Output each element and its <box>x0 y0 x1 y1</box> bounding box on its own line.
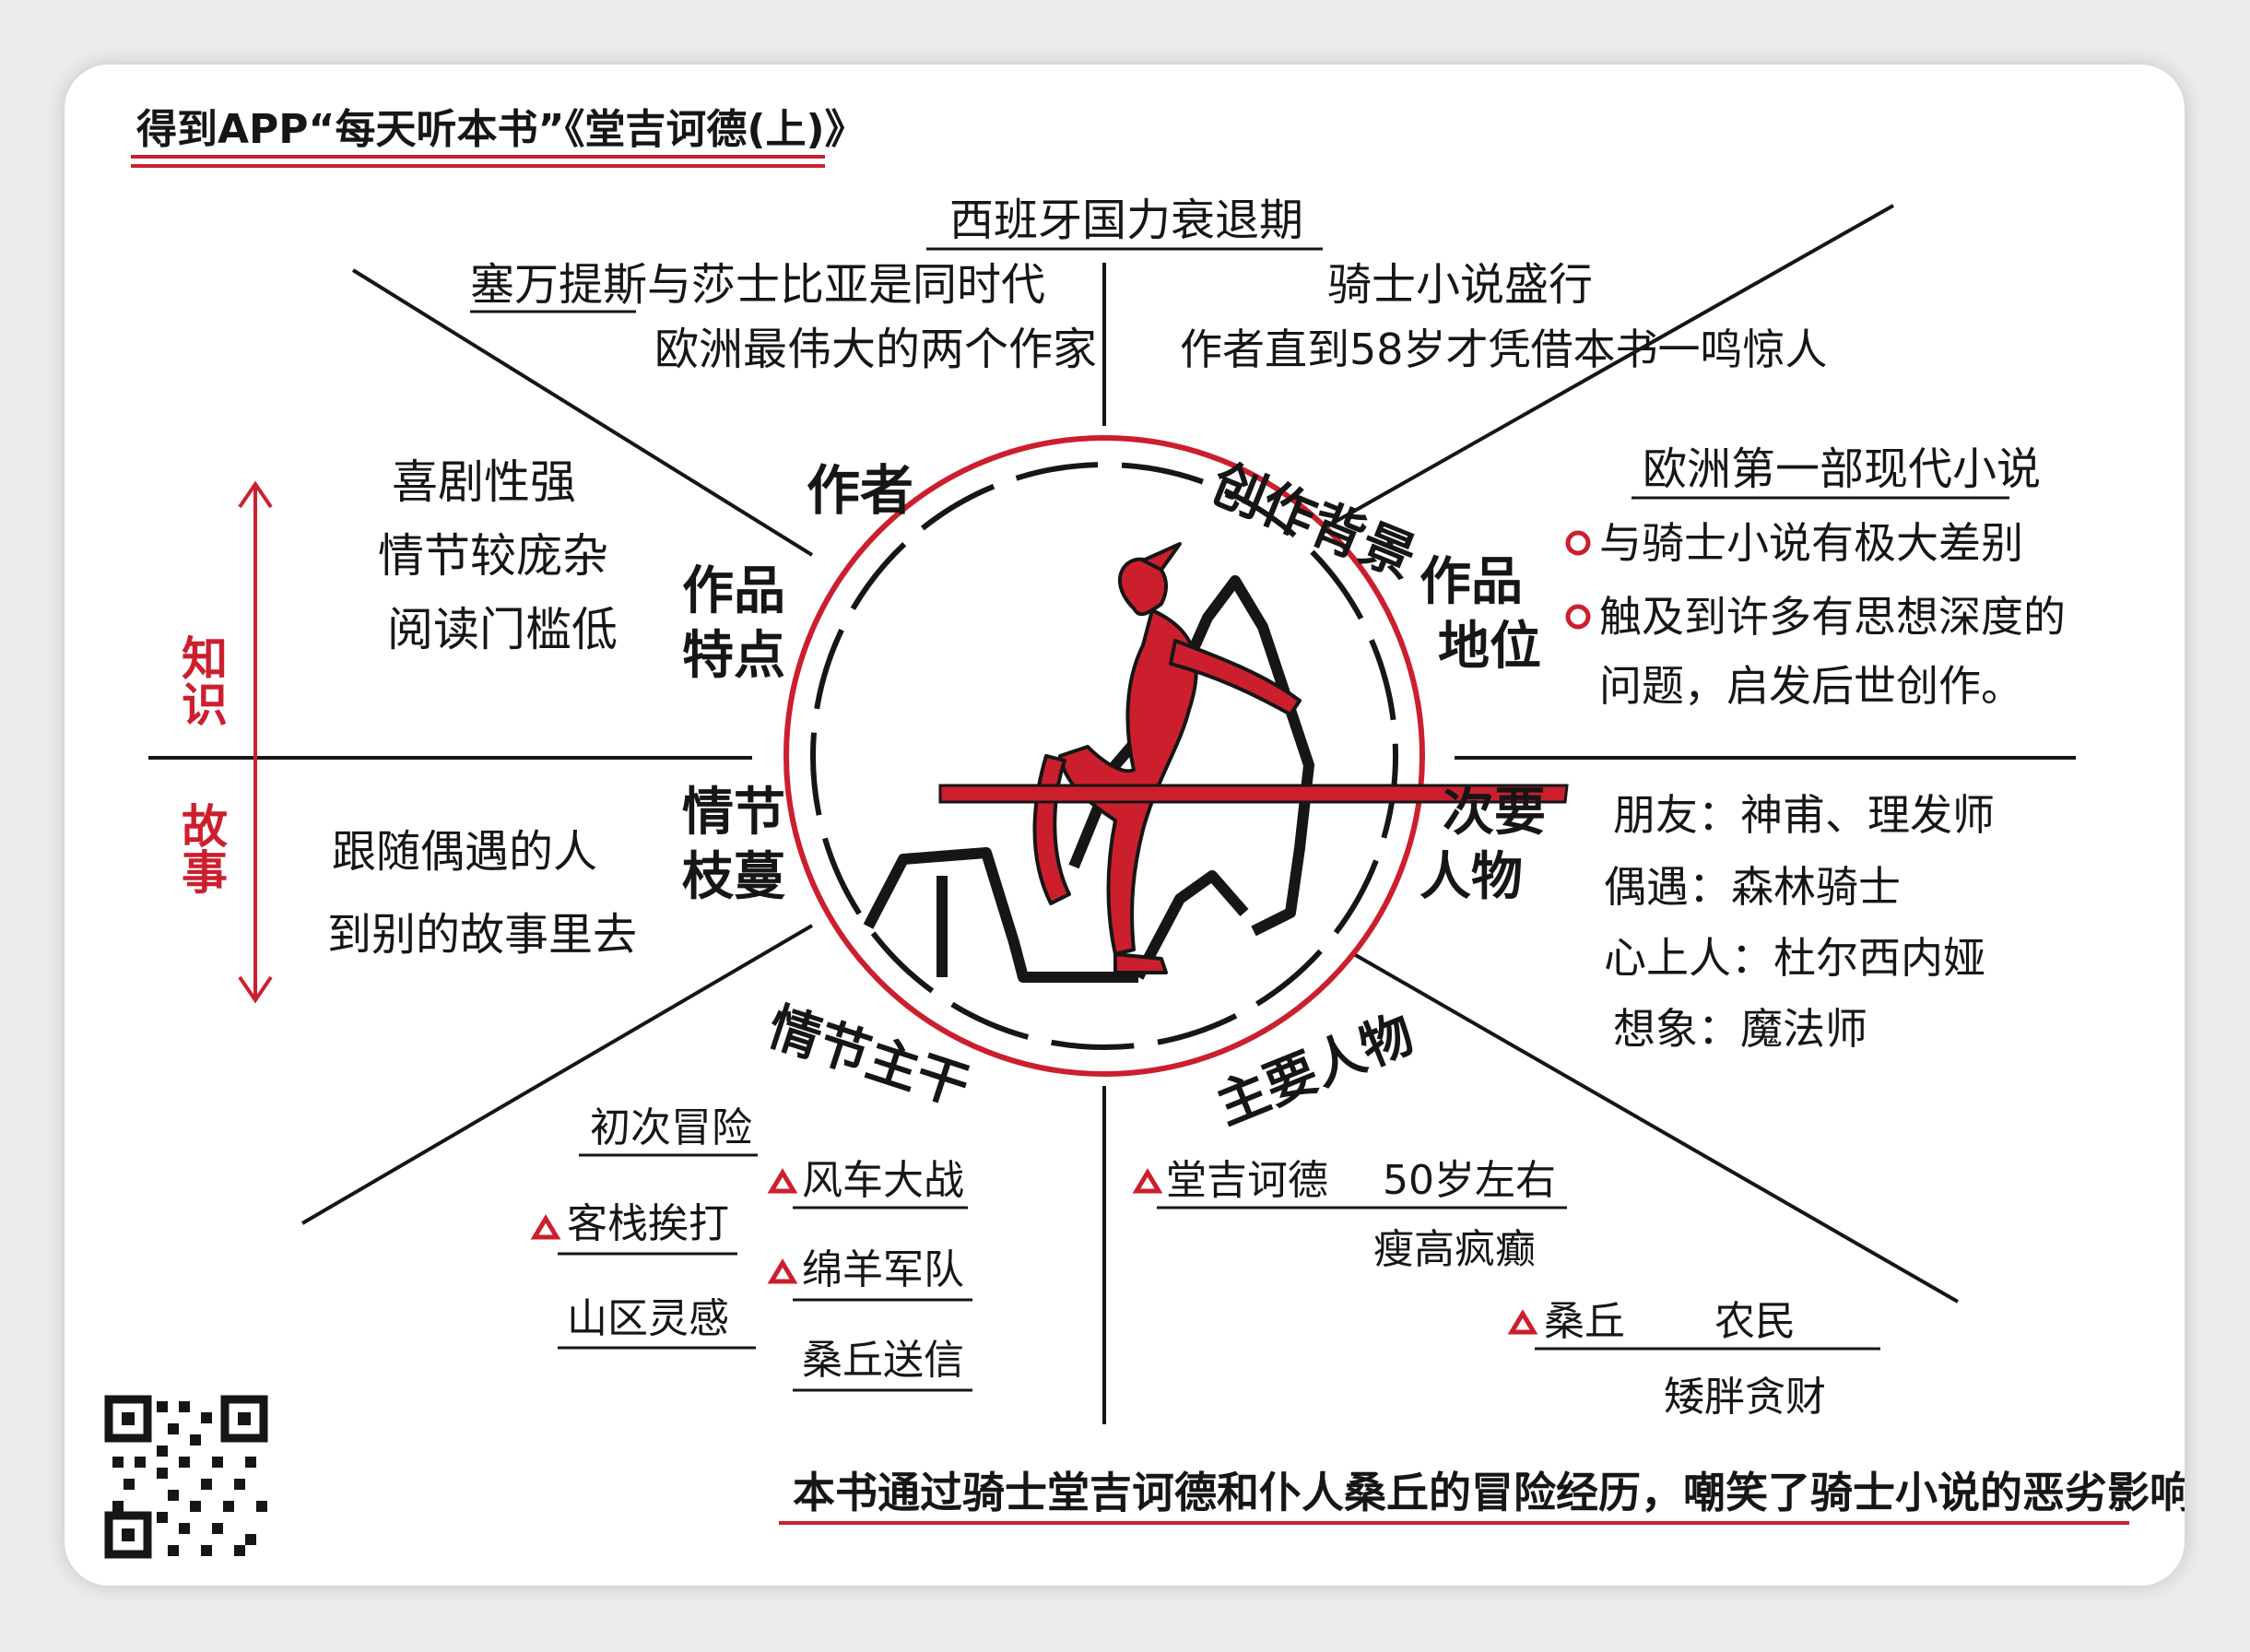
plot-second-item-3: 桑丘送信 <box>802 1337 964 1384</box>
secondary-label-line1: 次要 <box>1443 783 1546 843</box>
bullet-icon <box>1565 604 1591 630</box>
status-label-line2: 地位 <box>1438 617 1541 677</box>
branches-label-line2: 枝蔓 <box>682 847 785 907</box>
background-heading: 西班牙国力衰退期 <box>949 195 1303 246</box>
main-char-don: 堂吉诃德 <box>1166 1157 1328 1204</box>
status-heading: 欧洲第一部现代小说 <box>1643 443 2041 495</box>
story-label: 故事 <box>174 802 228 894</box>
triangle-bullet-icon <box>1507 1309 1538 1335</box>
lance-icon <box>938 784 1569 804</box>
status-continuation: 问题，启发后世创作。 <box>1599 661 2023 711</box>
secondary-label-line2: 人物 <box>1420 847 1523 907</box>
triangle-bullet-icon <box>1132 1168 1163 1194</box>
main-char-sancho: 桑丘 <box>1544 1298 1625 1345</box>
secondary-line-4: 想象：魔法师 <box>1613 1004 1867 1054</box>
page-title: 得到APP“每天听本书”《堂吉诃德(上)》 <box>135 106 866 153</box>
status-label-line1: 作品 <box>1420 552 1523 612</box>
plot-second-item-1: 风车大战 <box>802 1157 964 1204</box>
background-line-2: 作者直到58岁才凭借本书一鸣惊人 <box>1180 324 1828 374</box>
features-label-line2: 特点 <box>682 626 785 686</box>
background-line-1: 骑士小说盛行 <box>1327 259 1593 311</box>
author-line-1: 塞万提斯与莎士比亚是同时代 <box>470 259 1045 311</box>
branches-line-1: 跟随偶遇的人 <box>332 826 597 878</box>
infographic-card: 得到APP“每天听本书”《堂吉诃德(上)》 知识 故事 <box>65 65 2185 1586</box>
features-label-line1: 作品 <box>682 561 785 621</box>
status-bullet-2: 触及到许多有思想深度的 <box>1599 592 2066 642</box>
qr-code-icon <box>103 1394 269 1560</box>
main-char-sancho-desc: 矮胖贪财 <box>1664 1374 1826 1421</box>
author-label: 作者 <box>807 459 913 522</box>
branches-line-2: 到别的故事里去 <box>327 909 637 961</box>
author-line-2: 欧洲最伟大的两个作家 <box>654 324 1097 375</box>
triangle-bullet-icon <box>767 1258 798 1284</box>
center-emblem <box>783 435 1569 1077</box>
bullet-icon <box>1565 530 1591 556</box>
knowledge-story-axis: 知识 故事 <box>174 480 273 1004</box>
features-line-1: 喜剧性强 <box>392 455 576 509</box>
features-line-3: 阅读门槛低 <box>387 603 618 656</box>
plot-first-item-2: 山区灵感 <box>567 1295 729 1342</box>
plot-first-adventure: 初次冒险 <box>590 1104 752 1151</box>
spoke-lines <box>148 204 2076 1424</box>
features-line-2: 情节较庞杂 <box>378 529 608 583</box>
triangle-bullet-icon <box>530 1214 561 1240</box>
summary-text: 本书通过骑士堂吉诃德和仆人桑丘的冒险经历，嘲笑了骑士小说的恶劣影响。 <box>793 1468 2185 1517</box>
branches-label-line1: 情节 <box>682 783 785 843</box>
main-char-don-desc: 瘦高疯癫 <box>1373 1226 1536 1273</box>
secondary-line-2: 偶遇：森林骑士 <box>1604 862 1901 912</box>
plot-first-item-1: 客栈挨打 <box>567 1200 729 1247</box>
main-char-don-age: 50岁左右 <box>1383 1157 1556 1204</box>
mind-map: 得到APP“每天听本书”《堂吉诃德(上)》 知识 故事 <box>103 106 2185 1560</box>
knowledge-label: 知识 <box>174 634 228 726</box>
secondary-line-3: 心上人：杜尔西内娅 <box>1604 933 1985 983</box>
plot-second-item-2: 绵羊军队 <box>802 1246 964 1293</box>
secondary-line-1: 朋友：神甫、理发师 <box>1613 790 1995 840</box>
main-char-sancho-role: 农民 <box>1714 1298 1796 1345</box>
status-bullet-1: 与骑士小说有极大差别 <box>1599 518 2023 568</box>
triangle-bullet-icon <box>767 1168 798 1194</box>
